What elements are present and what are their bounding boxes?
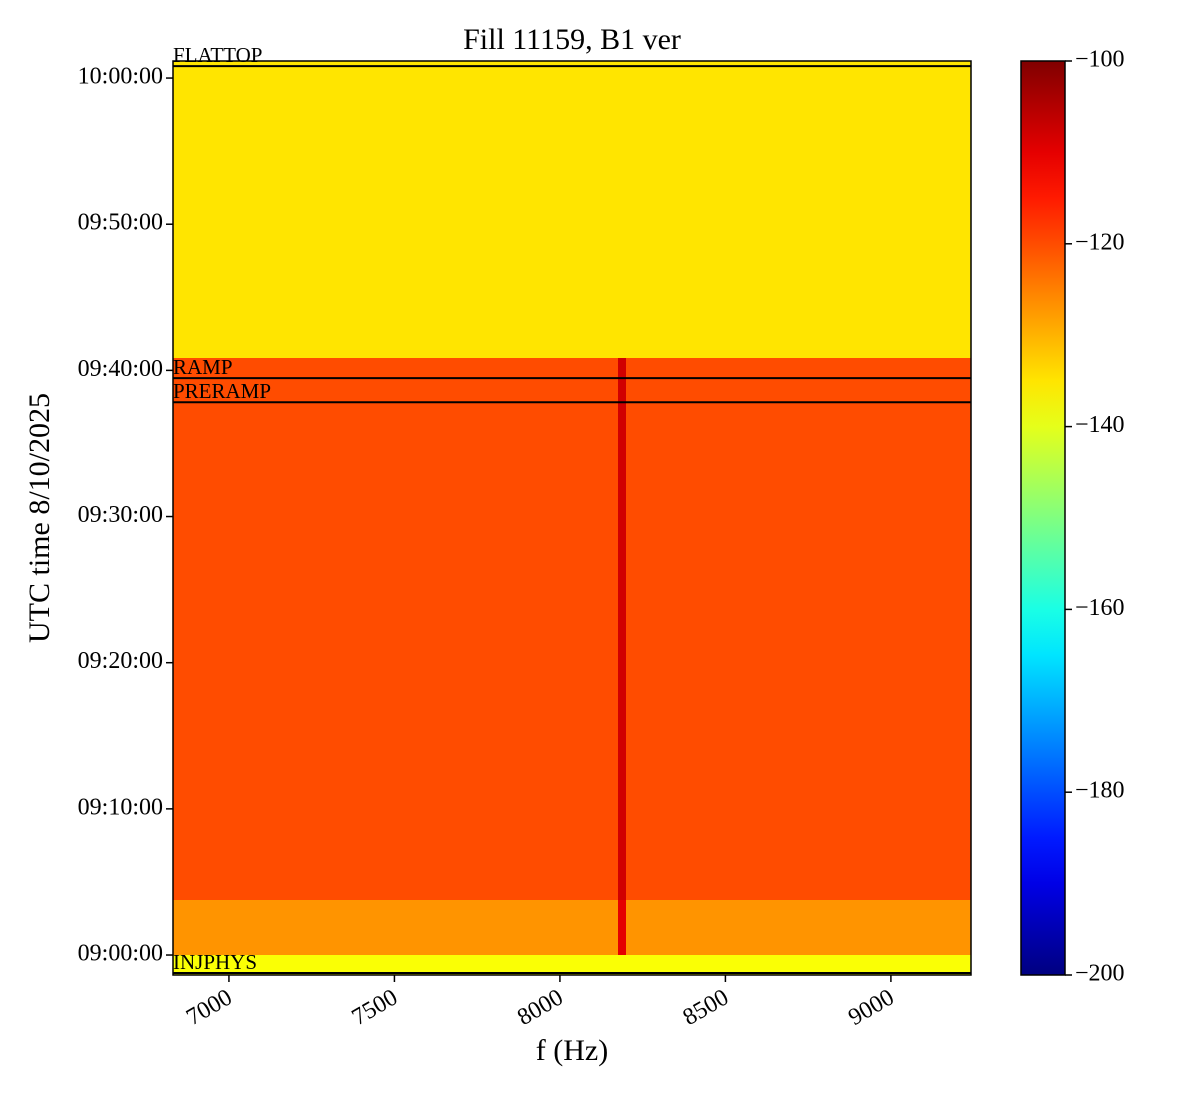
y-axis-label: UTC time 8/10/2025 bbox=[23, 393, 56, 643]
y-tick-label: 09:30:00 bbox=[78, 502, 163, 528]
colorbar bbox=[1020, 60, 1066, 976]
colorbar-tick-label: −160 bbox=[1075, 595, 1125, 621]
event-label: RAMP bbox=[173, 355, 233, 379]
y-tick-label: 09:10:00 bbox=[78, 794, 163, 820]
colorbar-tick-label: −140 bbox=[1075, 412, 1125, 438]
y-tick-label: 09:00:00 bbox=[78, 941, 163, 967]
heatmap-cell bbox=[626, 358, 971, 900]
x-tick-label: 7000 bbox=[182, 984, 237, 1031]
colorbar-tick-label: −200 bbox=[1075, 961, 1125, 987]
x-tick-label: 8000 bbox=[513, 984, 568, 1031]
heatmap-cell bbox=[617, 61, 627, 359]
heatmap-cell bbox=[173, 358, 618, 900]
plot-frame bbox=[172, 60, 972, 976]
y-tick-label: 09:20:00 bbox=[78, 648, 163, 674]
event-label: PRERAMP bbox=[173, 379, 271, 403]
x-tick-label: 8500 bbox=[679, 984, 734, 1031]
y-tick-label: 10:00:00 bbox=[78, 64, 163, 90]
colorbar-tick-label: −120 bbox=[1075, 229, 1125, 255]
y-tick-label: 09:40:00 bbox=[78, 356, 163, 382]
heatmap-cell bbox=[626, 899, 971, 956]
heatmap-cell bbox=[617, 899, 627, 956]
heatmap-cell bbox=[173, 61, 618, 359]
heatmap-cell bbox=[617, 955, 627, 975]
heatmap-cell bbox=[626, 61, 971, 359]
colorbar-tick-label: −100 bbox=[1075, 47, 1125, 73]
heatmap-cell bbox=[626, 955, 971, 975]
x-axis-label: f (Hz) bbox=[536, 1034, 608, 1067]
chart-title: Fill 11159, B1 ver bbox=[463, 23, 681, 56]
y-tick-label: 09:50:00 bbox=[78, 210, 163, 236]
x-tick-label: 7500 bbox=[348, 984, 403, 1031]
colorbar-tick-label: −180 bbox=[1075, 778, 1125, 804]
heatmap-cell bbox=[173, 899, 618, 956]
event-label: FLATTOP bbox=[173, 43, 262, 67]
heatmap-cell bbox=[173, 955, 618, 975]
x-tick-label: 9000 bbox=[844, 984, 899, 1031]
event-label: INJPHYS bbox=[173, 950, 257, 974]
heatmap-cell bbox=[617, 358, 627, 900]
